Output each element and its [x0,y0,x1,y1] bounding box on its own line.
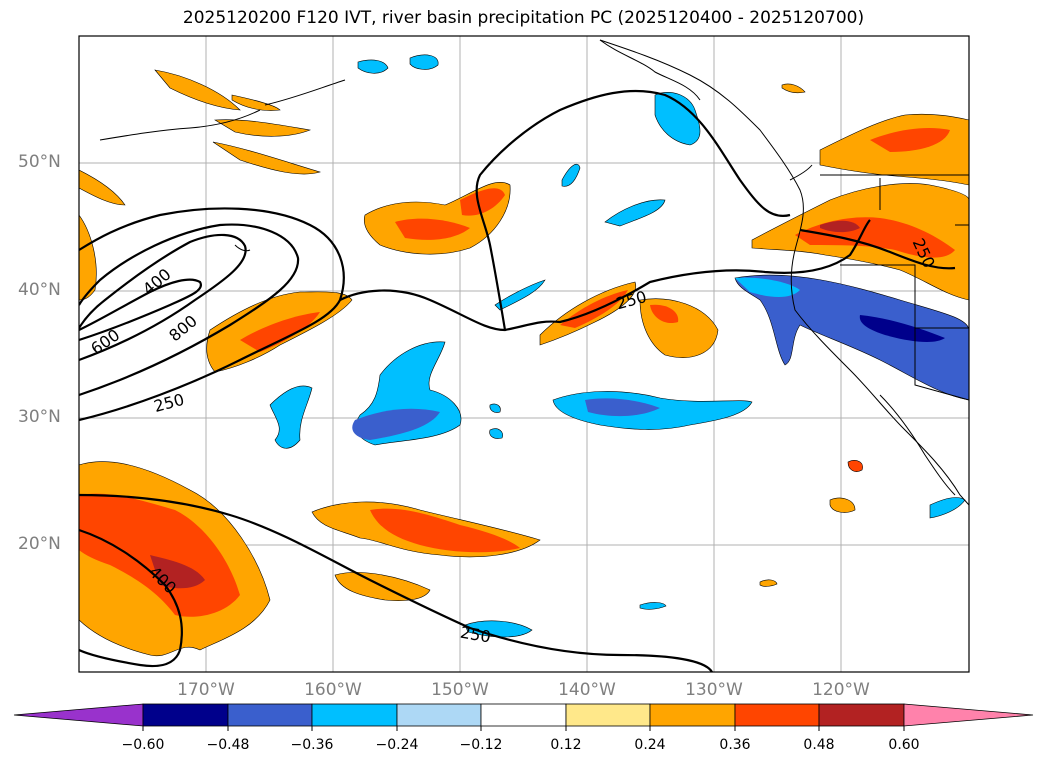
ivt-contours [79,89,956,672]
colorbar-tick: 0.60 [888,737,920,753]
lon-label-130w: 130°W [685,680,743,700]
colorbar-tick: 0.48 [803,737,835,753]
lon-label-160w: 160°W [304,680,362,700]
colorbar-tick: −0.24 [375,737,419,753]
negative-pc-regions [269,54,969,638]
lat-label-30n: 30°N [18,407,61,427]
lon-label-140w: 140°W [558,680,616,700]
colorbar-tick: −0.60 [121,737,165,753]
colorbar-tick: 0.36 [719,737,751,753]
lon-label-120w: 120°W [812,680,870,700]
coastlines [99,39,969,506]
map-title: 2025120200 F120 IVT, river basin precipi… [182,8,865,28]
colorbar [13,703,1034,731]
lat-label-20n: 20°N [18,534,61,554]
colorbar-tick: 0.12 [550,737,582,753]
colorbar-under [13,703,144,727]
lon-label-150w: 150°W [431,680,489,700]
colorbar-tick: −0.12 [459,737,503,753]
map-frame [78,35,970,673]
colorbar-tick: 0.24 [634,737,666,753]
lat-label-40n: 40°N [18,280,61,300]
lat-label-50n: 50°N [18,152,61,172]
borders [820,174,969,401]
lon-label-170w: 170°W [177,680,235,700]
colorbar-tick: −0.36 [290,737,334,753]
colorbar-tick: −0.48 [206,737,250,753]
colorbar-over [903,703,1034,727]
